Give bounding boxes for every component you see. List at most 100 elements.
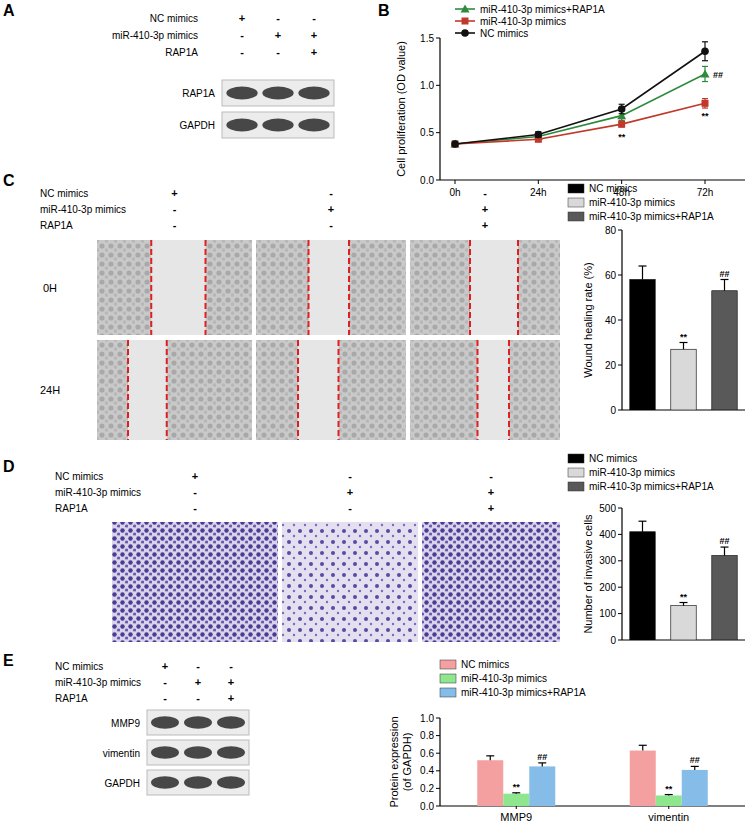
condition-sign: - [173, 203, 177, 215]
error-bar [680, 343, 688, 350]
data-point [451, 140, 460, 148]
legend-swatch [440, 674, 456, 683]
legend-swatch [440, 660, 456, 669]
condition-name: RAP1A [40, 220, 73, 231]
legend-marker [461, 5, 470, 13]
x-tick [538, 180, 539, 184]
condition-sign: + [192, 470, 198, 482]
wound-image [256, 240, 406, 335]
error-bar [721, 547, 729, 555]
annotation: ** [680, 592, 688, 602]
condition-sign: + [488, 486, 494, 498]
blot-band [298, 119, 329, 132]
error-cap [486, 755, 494, 756]
condition-sign: - [193, 486, 197, 498]
wound-edge [508, 340, 510, 440]
y-tick-label: 20 [605, 360, 617, 371]
wound-edge [308, 240, 310, 335]
error-bar [680, 603, 688, 606]
error-stem [642, 521, 643, 532]
blot-band [298, 87, 329, 100]
wound-edge [338, 340, 340, 440]
condition-name: NC mimics [150, 13, 198, 24]
condition-sign: - [240, 46, 244, 58]
y-tick-label: 1.0 [420, 713, 434, 724]
condition-sign: + [328, 203, 334, 215]
data-point [701, 47, 709, 55]
condition-sign: - [348, 502, 352, 514]
band-label: MMP9 [111, 718, 140, 729]
y-axis-label: (of GAPDH) [401, 733, 413, 792]
legend-swatch [440, 688, 456, 697]
bar [671, 349, 696, 410]
blot-strip [222, 80, 334, 106]
invasion-image [282, 522, 418, 642]
error-cap [702, 98, 708, 99]
legend-swatch [568, 198, 584, 207]
y-tick-label: 0.8 [420, 730, 434, 741]
legend-swatch [568, 482, 584, 491]
condition-name: miR-410-3p mimics [55, 677, 141, 688]
data-point [702, 100, 709, 107]
y-tick-label: 0 [610, 405, 616, 416]
condition-sign: - [229, 660, 233, 672]
y-tick [618, 508, 622, 509]
data-point [618, 121, 625, 128]
legend-label: NC mimics [480, 28, 528, 39]
condition-sign: + [228, 676, 234, 688]
condition-name: RAP1A [165, 47, 198, 58]
plot-area [630, 521, 737, 640]
band-label: vimentin [103, 748, 140, 759]
y-tick-label: 0.5 [420, 127, 434, 138]
condition-sign: + [482, 219, 488, 231]
error-cap [619, 113, 625, 114]
y-tick [436, 806, 440, 807]
blot-strip [222, 112, 334, 138]
legend-label: miR-410-3p mimics+RAP1A [589, 211, 714, 222]
annotation: ** [701, 111, 709, 121]
error-cap [702, 107, 708, 108]
y-axis-label: Number of invasive cells [582, 514, 594, 634]
y-axis-label: Wound healing rate (%) [582, 262, 594, 377]
condition-sign: - [489, 470, 493, 482]
blot-band [151, 776, 179, 789]
wound-edge [517, 240, 519, 335]
y-tick [618, 640, 622, 641]
blot-band [226, 87, 257, 100]
bar [656, 795, 682, 806]
panel-label: C [3, 172, 15, 189]
y-tick-label: 40 [605, 315, 617, 326]
condition-sign: + [195, 676, 201, 688]
blot-band [262, 119, 293, 132]
y-tick-label: 0.0 [420, 801, 434, 812]
error-bar [665, 794, 673, 796]
y-tick [618, 560, 622, 561]
error-cap [702, 66, 708, 67]
wound-gap [128, 340, 167, 440]
legend-label: NC mimics [589, 183, 637, 194]
legend-swatch [568, 454, 584, 463]
wound-edge [150, 240, 152, 335]
legend-swatch [568, 212, 584, 221]
band-label: GAPDH [179, 120, 215, 131]
legend-label: miR-410-3p mimics [589, 197, 675, 208]
condition-sign: + [311, 29, 317, 41]
plot-area [477, 745, 708, 806]
condition-sign: - [312, 12, 316, 24]
x-tick [705, 180, 706, 184]
band-label: RAP1A [182, 88, 215, 99]
wound-image [410, 240, 560, 335]
blot-band [262, 87, 293, 100]
blot-band [226, 119, 257, 132]
bar [682, 770, 708, 806]
error-cap [721, 546, 729, 547]
panel-label: A [3, 2, 15, 19]
legend-label: miR-410-3p mimics+RAP1A [480, 4, 605, 15]
y-tick [618, 275, 622, 276]
condition-sign: - [276, 46, 280, 58]
error-cap [702, 41, 708, 42]
plot-area [451, 42, 710, 148]
data-point [452, 141, 459, 148]
error-cap [619, 104, 625, 105]
condition-sign: - [329, 187, 333, 199]
